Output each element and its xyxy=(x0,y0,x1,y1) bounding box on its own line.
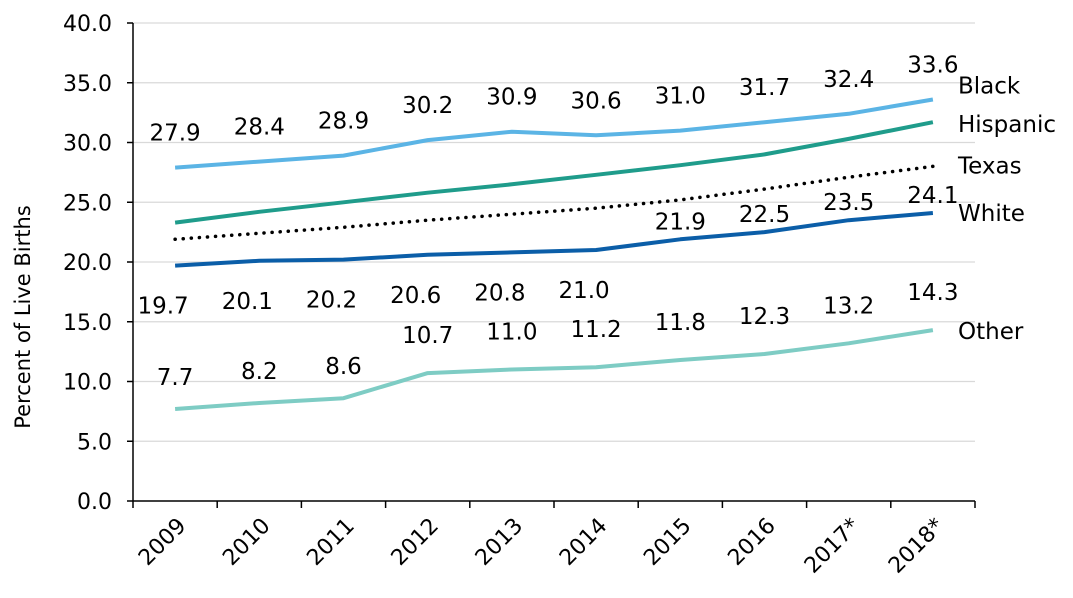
series-line-black xyxy=(174,97,934,170)
x-tick-label: 2012 xyxy=(387,514,444,571)
x-tick-label: 2017* xyxy=(800,514,865,579)
data-label: 8.6 xyxy=(325,354,362,380)
data-label: 21.9 xyxy=(655,209,706,235)
data-label: 27.9 xyxy=(149,121,200,147)
y-tick-label: 0.0 xyxy=(77,490,112,515)
x-tick-label: 2011 xyxy=(302,514,359,571)
data-label: 22.5 xyxy=(739,202,790,228)
x-tick-label: 2009 xyxy=(134,514,191,571)
x-tick-label: 2016 xyxy=(723,514,780,571)
series-lines xyxy=(173,97,935,411)
data-label: 14.3 xyxy=(907,280,958,306)
y-tick-label: 30.0 xyxy=(63,132,112,157)
x-tick-label: 2015 xyxy=(639,514,696,571)
series-label-white: White xyxy=(958,201,1025,227)
y-axis-title: Percent of Live Births xyxy=(11,205,35,429)
data-label: 30.9 xyxy=(486,85,537,111)
y-tick-label: 25.0 xyxy=(63,191,112,216)
series-label-other: Other xyxy=(958,319,1024,345)
data-label: 20.1 xyxy=(222,289,273,315)
data-label: 20.6 xyxy=(390,283,441,309)
data-label: 12.3 xyxy=(739,304,790,330)
data-label: 28.4 xyxy=(234,115,285,141)
data-label: 24.1 xyxy=(907,183,958,209)
data-label: 20.2 xyxy=(306,288,357,314)
data-label: 7.7 xyxy=(157,365,194,391)
data-label: 28.9 xyxy=(318,109,369,135)
series-names: Black Hispanic Texas White Other xyxy=(957,73,1056,345)
data-label: 11.8 xyxy=(655,310,706,336)
data-label: 19.7 xyxy=(137,294,188,320)
x-tick-label: 2010 xyxy=(218,514,275,571)
data-label: 31.0 xyxy=(655,84,706,110)
data-label: 21.0 xyxy=(558,278,609,304)
y-tick-label: 10.0 xyxy=(63,371,112,396)
data-labels: 27.9 28.4 28.9 30.2 30.9 30.6 31.0 31.7 32.4 33.6… xyxy=(137,52,958,391)
y-tick-label: 15.0 xyxy=(63,311,112,336)
data-label: 32.4 xyxy=(823,67,874,93)
data-label: 11.0 xyxy=(486,320,537,346)
data-label: 30.6 xyxy=(570,88,621,114)
data-label: 20.8 xyxy=(474,280,525,306)
y-tick-label: 40.0 xyxy=(63,12,112,37)
data-label: 30.2 xyxy=(402,93,453,119)
y-tick-label: 5.0 xyxy=(77,430,112,455)
data-label: 11.2 xyxy=(570,317,621,343)
series-line-hispanic xyxy=(174,120,934,225)
series-line-other xyxy=(174,328,934,411)
data-label: 33.6 xyxy=(907,52,958,78)
data-label: 10.7 xyxy=(402,323,453,349)
data-label: 13.2 xyxy=(823,293,874,319)
y-tick-label: 35.0 xyxy=(63,72,112,97)
series-line-texas xyxy=(173,164,935,242)
x-tick-label: 2013 xyxy=(471,514,528,571)
data-label: 8.2 xyxy=(241,359,278,385)
x-tick-label: 2018* xyxy=(884,514,949,579)
series-label-hispanic: Hispanic xyxy=(958,112,1056,138)
series-label-black: Black xyxy=(958,73,1021,99)
data-label: 31.7 xyxy=(739,75,790,101)
series-label-texas: Texas xyxy=(957,153,1022,179)
y-tick-label: 20.0 xyxy=(63,251,112,276)
data-label: 23.5 xyxy=(823,190,874,216)
x-tick-label: 2014 xyxy=(555,514,612,571)
series-line-white xyxy=(174,211,934,268)
